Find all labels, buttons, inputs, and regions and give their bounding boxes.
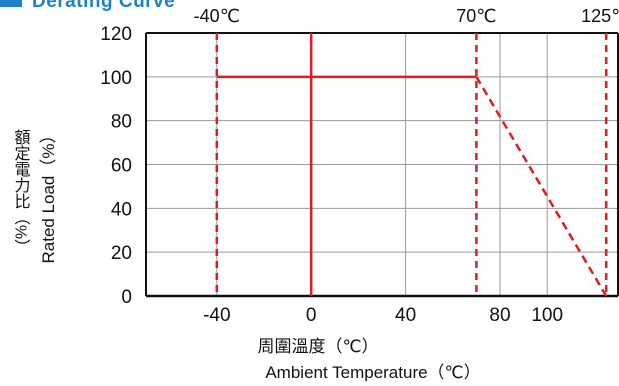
chart-title-text: Derating Curve (32, 0, 176, 12)
x-axis-title-en: Ambient Temperature（℃） (265, 363, 480, 381)
y-tick-label: 0 (121, 287, 132, 308)
x-tick-label: 80 (489, 305, 510, 326)
marker-label: -40℃ (194, 6, 240, 26)
series-line (475, 76, 608, 297)
x-tick-label: 100 (531, 305, 563, 326)
x-tick-label: -40 (203, 305, 230, 326)
y-axis-title-en: Rated Load（%） (39, 126, 58, 263)
y-tick-label: 40 (111, 199, 132, 220)
title-marker (0, 0, 22, 7)
marker-label: 70℃ (456, 6, 496, 26)
x-tick-label: 0 (306, 305, 317, 326)
marker-label: 125℃ (581, 6, 619, 26)
chart-title-cropped: Derating Curve (0, 0, 175, 13)
y-tick-label: 120 (100, 24, 132, 45)
y-tick-label: 80 (111, 112, 132, 133)
y-tick-label: 60 (111, 156, 132, 177)
y-tick-label: 20 (111, 243, 132, 264)
x-axis-title: 周圍溫度（℃） (257, 337, 378, 356)
x-tick-label: 40 (395, 305, 416, 326)
y-tick-label: 100 (100, 68, 132, 89)
y-axis-title: 額定電力比（%） (12, 129, 31, 255)
